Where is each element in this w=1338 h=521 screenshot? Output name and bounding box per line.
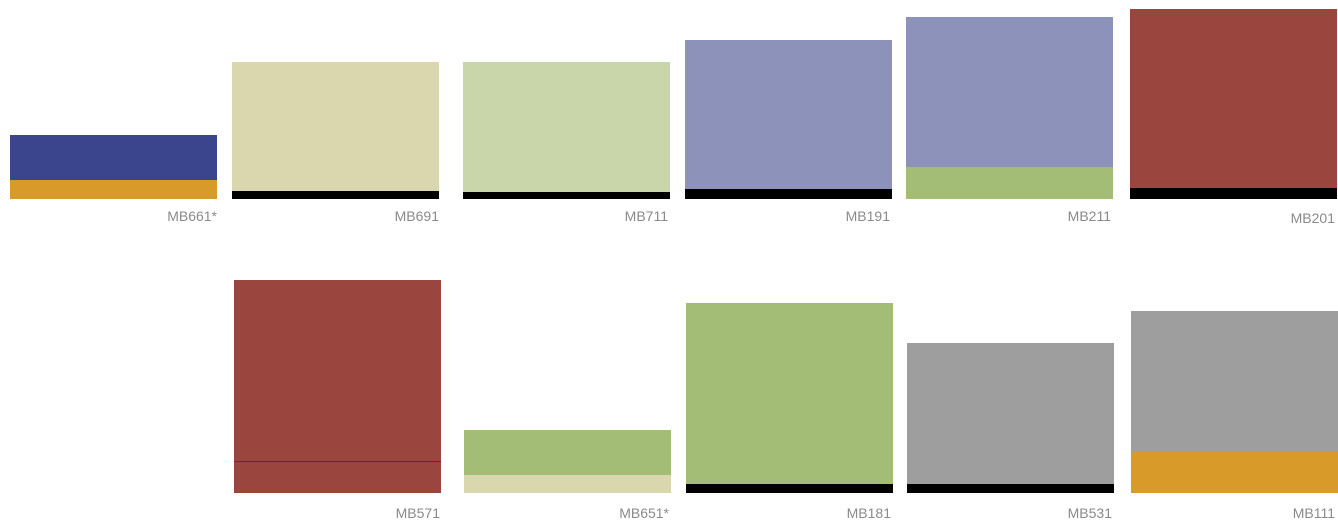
swatch-mb191[interactable] (685, 40, 892, 199)
swatch-band-top (686, 303, 893, 484)
swatch-band-top (907, 343, 1114, 484)
swatch-code-mb201: MB201 (1290, 210, 1335, 226)
swatch-code-mb651: MB651* (619, 505, 669, 521)
swatch-band-bottom (463, 192, 670, 199)
swatch-mb571[interactable] (234, 280, 441, 493)
swatch-code-mb181: MB181 (846, 505, 891, 521)
swatch-band-bottom (10, 180, 217, 199)
swatch-band-top (232, 62, 439, 191)
swatch-code-mb531: MB531 (1067, 505, 1112, 521)
swatch-band-bottom (1130, 188, 1337, 199)
swatch-mb201[interactable] (1130, 9, 1337, 199)
swatch-code-mb571: MB571 (395, 505, 440, 521)
swatch-code-mb211: MB211 (1067, 208, 1111, 224)
swatch-band-bottom (685, 189, 892, 199)
swatch-mb531[interactable] (907, 343, 1114, 493)
swatch-mb111[interactable] (1131, 311, 1338, 493)
swatch-band-bottom (234, 462, 441, 493)
swatch-band-top (10, 135, 217, 180)
swatch-mb661[interactable] (10, 135, 217, 199)
swatch-band-divider (234, 461, 441, 462)
swatch-code-mb691: MB691 (394, 208, 439, 224)
swatch-band-bottom (464, 475, 671, 493)
swatch-band-top (906, 17, 1113, 167)
swatch-mb711[interactable] (463, 62, 670, 199)
swatch-code-mb191: MB191 (845, 208, 890, 224)
swatch-band-bottom (686, 484, 893, 493)
swatch-band-top (463, 62, 670, 192)
swatch-band-top (1131, 311, 1338, 452)
swatch-band-bottom (907, 484, 1114, 493)
swatch-band-bottom (906, 167, 1113, 199)
swatch-code-mb661: MB661* (167, 208, 217, 224)
swatch-mb691[interactable] (232, 62, 439, 199)
swatch-mb651[interactable] (464, 430, 671, 493)
swatch-code-mb111: MB111 (1292, 505, 1335, 521)
swatch-band-top (234, 280, 441, 461)
swatch-band-bottom (232, 191, 439, 199)
swatch-mb181[interactable] (686, 303, 893, 493)
swatch-band-bottom (1131, 452, 1338, 493)
swatch-band-top (464, 430, 671, 475)
swatch-band-top (685, 40, 892, 189)
swatch-mb211[interactable] (906, 17, 1113, 199)
swatch-band-top (1130, 9, 1337, 188)
swatch-code-mb711: MB711 (624, 208, 668, 224)
